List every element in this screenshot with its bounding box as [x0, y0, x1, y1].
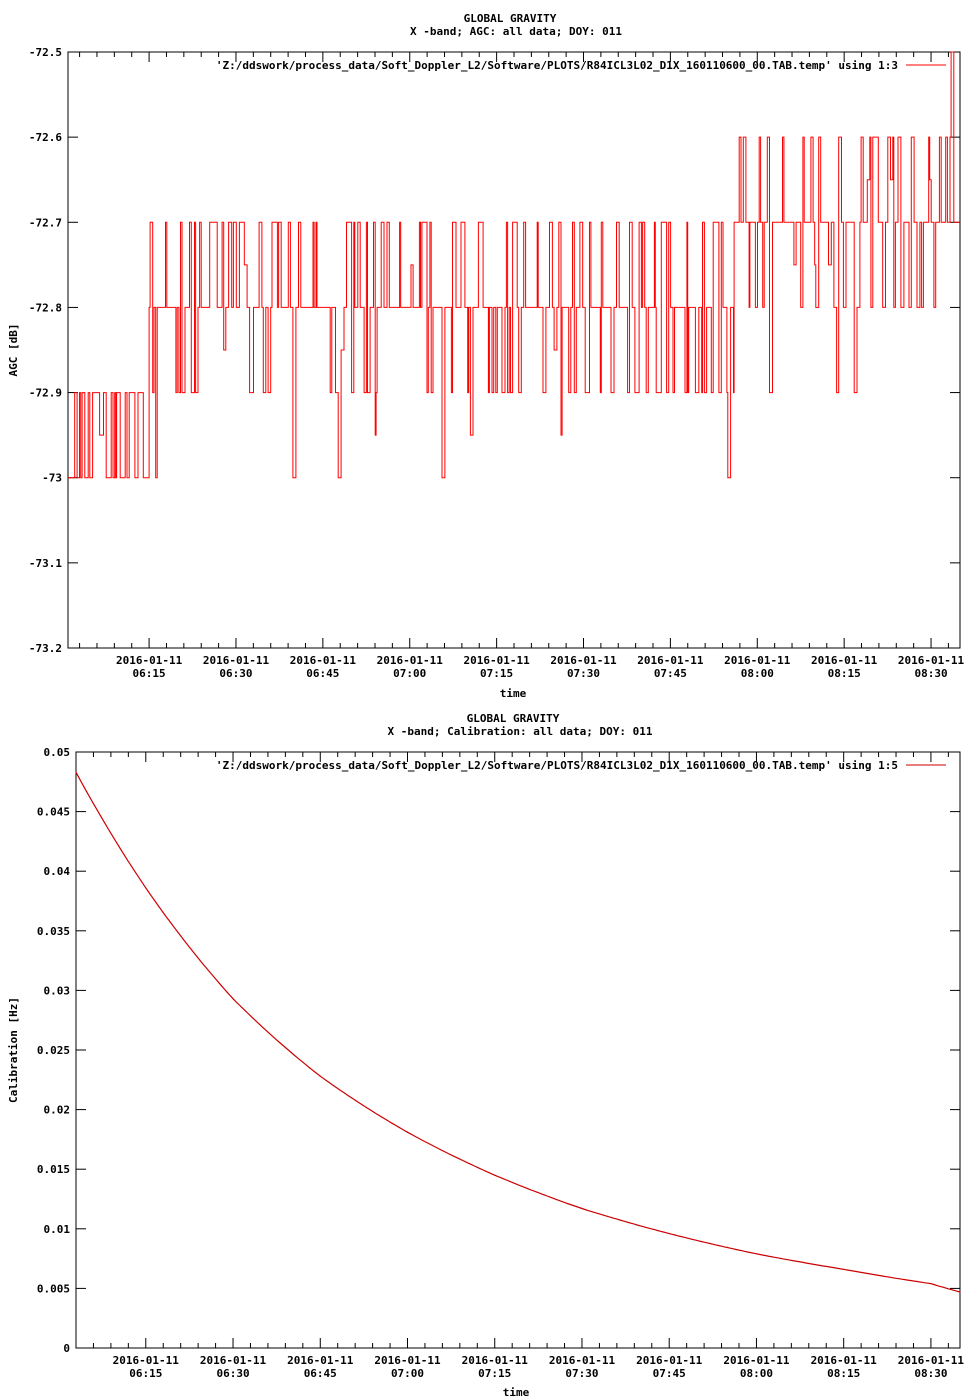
calibration-data-point	[145, 887, 147, 889]
y-tick-label: 0.035	[37, 925, 70, 938]
x-tick-time-label: 08:00	[740, 1367, 773, 1380]
y-tick-label: 0	[63, 1342, 70, 1355]
x-tick-time-label: 07:30	[567, 667, 600, 680]
x-tick-date-label: 2016-01-11	[898, 1354, 965, 1367]
y-tick-label: 0.05	[44, 746, 71, 759]
x-tick-date-label: 2016-01-11	[550, 654, 617, 667]
x-tick-time-label: 07:00	[391, 1367, 424, 1380]
x-tick-time-label: 07:45	[654, 667, 687, 680]
calibration-data-point	[930, 1283, 932, 1285]
y-axis-label: Calibration [Hz]	[7, 997, 20, 1103]
x-tick-date-label: 2016-01-11	[811, 1354, 878, 1367]
plot-frame	[75, 751, 961, 1349]
x-tick-date-label: 2016-01-11	[724, 654, 791, 667]
x-tick-time-label: 08:30	[914, 667, 947, 680]
x-tick-date-label: 2016-01-11	[200, 1354, 267, 1367]
x-axis-label: time	[500, 687, 527, 700]
y-tick-label: -73.2	[29, 642, 62, 655]
y-tick-label: -73.1	[29, 557, 62, 570]
y-tick-label: 0.01	[44, 1223, 71, 1236]
chart-subtitle: X -band; AGC: all data; DOY: 011	[410, 25, 622, 38]
y-tick-label: 0.02	[44, 1104, 71, 1117]
x-tick-date-label: 2016-01-11	[636, 1354, 703, 1367]
x-tick-date-label: 2016-01-11	[898, 654, 965, 667]
agc-chart: GLOBAL GRAVITY X -band; AGC: all data; D…	[7, 12, 965, 700]
y-tick-label: -72.5	[29, 46, 62, 59]
calibration-data-point	[494, 1174, 496, 1176]
x-tick-date-label: 2016-01-11	[113, 1354, 180, 1367]
x-tick-date-label: 2016-01-11	[290, 654, 357, 667]
x-tick-time-label: 06:15	[133, 667, 166, 680]
x-tick-time-label: 06:45	[306, 667, 339, 680]
agc-plot-area: -72.5 -72.6 -72.7 -72.8 -72.9 -73 -73.1 -73.2 20…	[29, 46, 965, 680]
x-tick-time-label: 06:45	[304, 1367, 337, 1380]
x-tick-date-label: 2016-01-11	[116, 654, 183, 667]
x-tick-time-label: 07:00	[393, 667, 426, 680]
calibration-data-point	[319, 1075, 321, 1077]
calibration-data-point	[843, 1268, 845, 1270]
calibration-data-point	[232, 998, 234, 1000]
x-tick-time-label: 08:15	[828, 667, 861, 680]
calibration-data-point	[755, 1253, 758, 1255]
x-tick-time-label: 08:30	[914, 1367, 947, 1380]
y-tick-label: 0.04	[44, 865, 71, 878]
x-tick-time-label: 08:00	[741, 667, 774, 680]
legend-label: 'Z:/ddswork/process_data/Soft_Doppler_L2…	[216, 759, 898, 772]
calibration-data-point	[668, 1232, 670, 1235]
chart-title: GLOBAL GRAVITY	[464, 12, 557, 25]
calibration-data-point	[406, 1131, 409, 1133]
y-axis-label: AGC [dB]	[7, 324, 20, 377]
y-tick-label: -72.8	[29, 301, 62, 314]
calibration-data-point	[959, 1291, 961, 1293]
x-tick-time-label: 07:30	[565, 1367, 598, 1380]
legend-label: 'Z:/ddswork/process_data/Soft_Doppler_L2…	[216, 59, 898, 72]
calibration-data-point	[75, 771, 77, 773]
y-tick-label: -72.6	[29, 131, 62, 144]
agc-series-line	[68, 51, 960, 479]
y-tick-label: 0.03	[44, 984, 71, 997]
calibration-plot-area: 0.05 0.045 0.04 0.035 0.03 0.025 0.02 0.015 0.01…	[37, 746, 965, 1380]
x-tick-time-label: 06:15	[129, 1367, 162, 1380]
calibration-chart: GLOBAL GRAVITY X -band; Calibration: all…	[7, 712, 964, 1399]
chart-title: GLOBAL GRAVITY	[467, 712, 560, 725]
plot-frame	[67, 51, 961, 649]
x-tick-time-label: 06:30	[216, 1367, 249, 1380]
chart-subtitle: X -band; Calibration: all data; DOY: 011	[388, 725, 653, 738]
x-tick-date-label: 2016-01-11	[811, 654, 878, 667]
y-tick-label: -72.9	[29, 387, 62, 400]
y-tick-label: 0.015	[37, 1163, 70, 1176]
y-tick-label: 0.025	[37, 1044, 70, 1057]
x-tick-date-label: 2016-01-11	[203, 654, 270, 667]
calibration-series-line	[75, 772, 961, 1293]
x-tick-time-label: 07:15	[480, 667, 513, 680]
y-tick-label: -73	[42, 472, 62, 485]
x-tick-time-label: 06:30	[219, 667, 252, 680]
x-tick-date-label: 2016-01-11	[464, 654, 531, 667]
y-tick-label: -72.7	[29, 216, 62, 229]
x-tick-date-label: 2016-01-11	[549, 1354, 616, 1367]
calibration-data-point	[581, 1207, 583, 1210]
x-tick-date-label: 2016-01-11	[374, 1354, 441, 1367]
y-tick-label: 0.005	[37, 1282, 70, 1295]
x-tick-date-label: 2016-01-11	[377, 654, 444, 667]
x-axis-label: time	[503, 1386, 530, 1399]
x-tick-time-label: 07:15	[478, 1367, 511, 1380]
x-tick-date-label: 2016-01-11	[723, 1354, 790, 1367]
y-tick-label: 0.045	[37, 806, 70, 819]
x-tick-time-label: 08:15	[827, 1367, 860, 1380]
x-tick-date-label: 2016-01-11	[637, 654, 704, 667]
x-tick-date-label: 2016-01-11	[287, 1354, 354, 1367]
x-tick-time-label: 07:45	[653, 1367, 686, 1380]
x-tick-date-label: 2016-01-11	[462, 1354, 529, 1367]
